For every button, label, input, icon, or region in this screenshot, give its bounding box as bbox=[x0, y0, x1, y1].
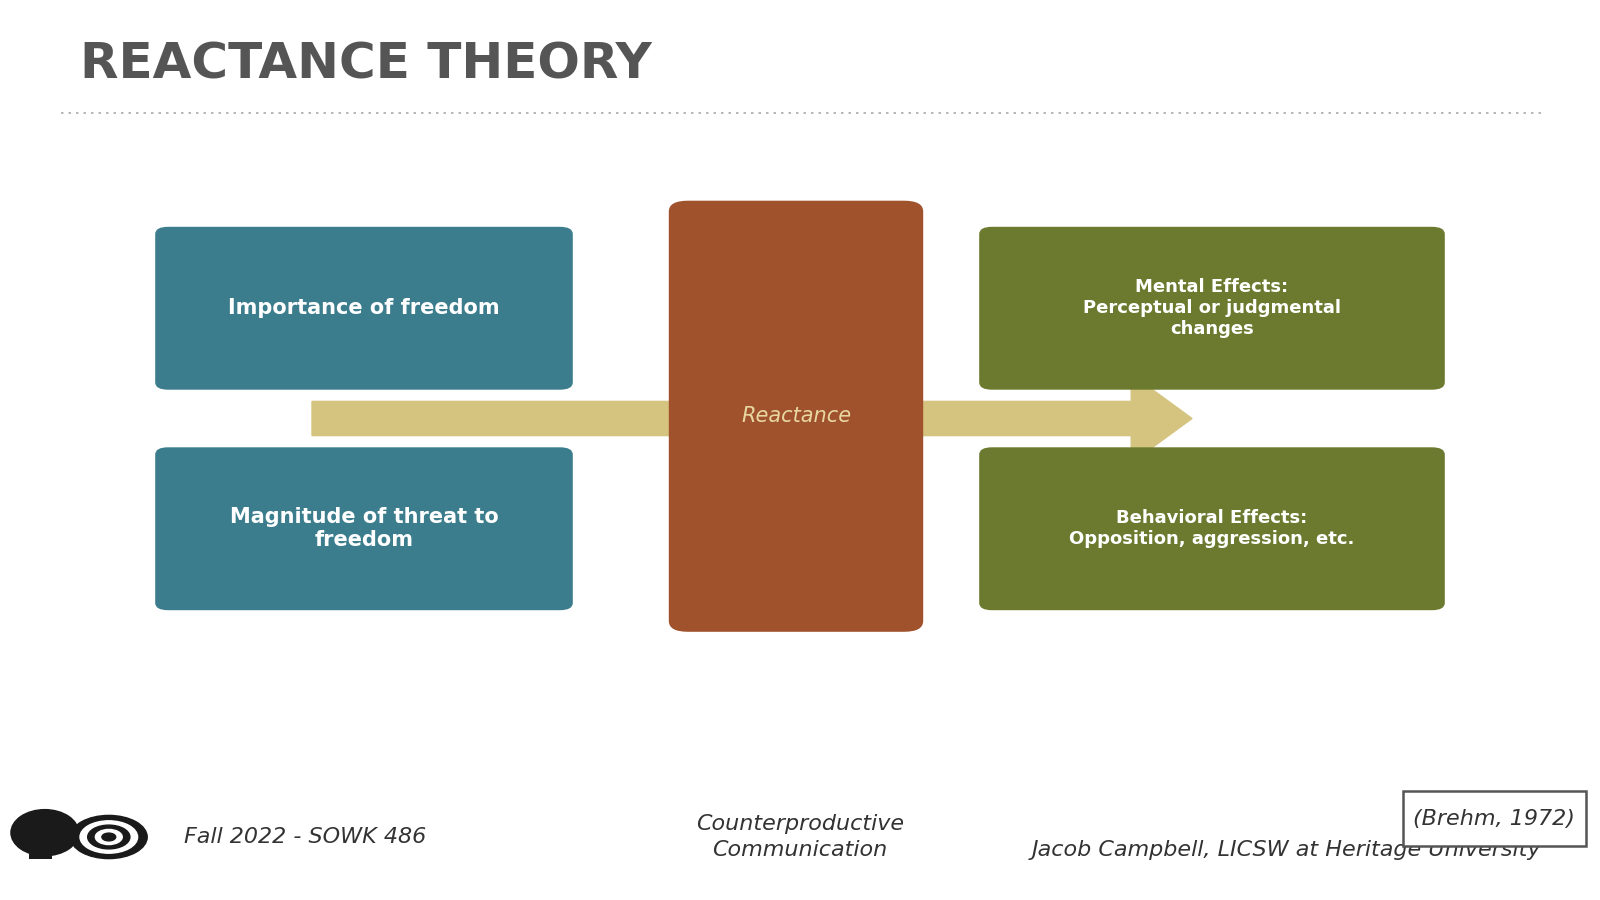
Ellipse shape bbox=[10, 809, 80, 857]
Text: Communication: Communication bbox=[712, 841, 888, 860]
Circle shape bbox=[70, 815, 147, 859]
Text: Importance of freedom: Importance of freedom bbox=[229, 298, 499, 319]
FancyBboxPatch shape bbox=[979, 447, 1445, 610]
Text: Reactance: Reactance bbox=[741, 406, 851, 427]
Circle shape bbox=[96, 830, 122, 844]
FancyArrow shape bbox=[312, 374, 1192, 463]
FancyBboxPatch shape bbox=[979, 227, 1445, 390]
Text: Fall 2022 - SOWK 486: Fall 2022 - SOWK 486 bbox=[184, 827, 426, 847]
Text: Magnitude of threat to
freedom: Magnitude of threat to freedom bbox=[230, 507, 498, 550]
Text: (Brehm, 1972): (Brehm, 1972) bbox=[1413, 808, 1576, 829]
Circle shape bbox=[80, 821, 138, 853]
Text: Mental Effects:
Perceptual or judgmental
changes: Mental Effects: Perceptual or judgmental… bbox=[1083, 278, 1341, 338]
FancyBboxPatch shape bbox=[669, 201, 923, 632]
Circle shape bbox=[88, 825, 130, 849]
FancyBboxPatch shape bbox=[155, 447, 573, 610]
Text: REACTANCE THEORY: REACTANCE THEORY bbox=[80, 40, 651, 88]
Text: Counterproductive: Counterproductive bbox=[696, 814, 904, 833]
FancyBboxPatch shape bbox=[1403, 791, 1586, 846]
Circle shape bbox=[102, 833, 115, 841]
FancyBboxPatch shape bbox=[155, 227, 573, 390]
FancyArrow shape bbox=[29, 854, 53, 859]
Text: Behavioral Effects:
Opposition, aggression, etc.: Behavioral Effects: Opposition, aggressi… bbox=[1069, 509, 1355, 548]
Text: Jacob Campbell, LICSW at Heritage University: Jacob Campbell, LICSW at Heritage Univer… bbox=[1032, 841, 1541, 860]
